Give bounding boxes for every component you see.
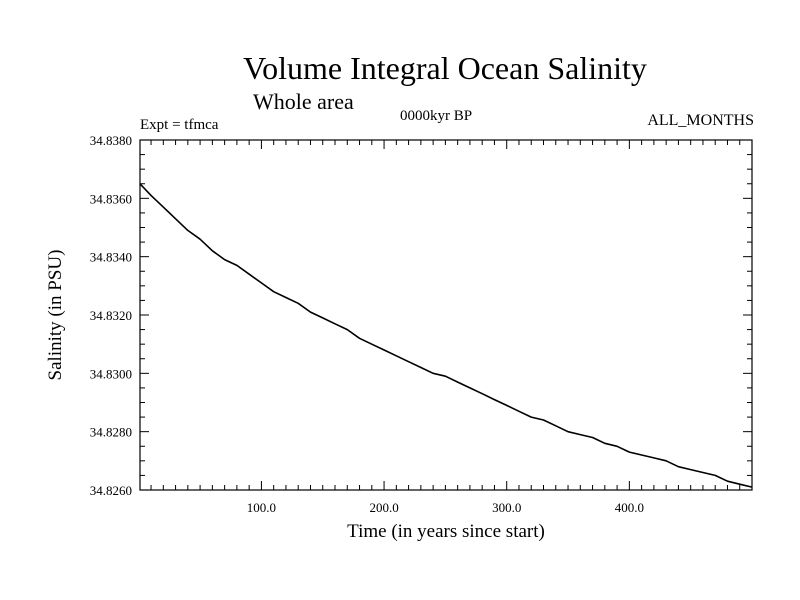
y-tick-label: 34.8340 xyxy=(90,250,132,265)
x-tick-label: 100.0 xyxy=(247,500,276,515)
y-tick-label: 34.8380 xyxy=(90,133,132,148)
plot-frame xyxy=(139,139,753,491)
ticks-layer xyxy=(140,140,752,490)
y-axis-title: Salinity (in PSU) xyxy=(45,250,66,381)
experiment-label: Expt = tfmca xyxy=(140,117,219,133)
x-tick-label: 400.0 xyxy=(615,500,644,515)
y-tick-label: 34.8260 xyxy=(90,483,132,498)
tick-labels-layer: 100.0 200.0 300.0 400.0 34.8260 34.8280 34.830… xyxy=(90,133,644,515)
y-tick-label: 34.8300 xyxy=(90,366,132,381)
chart-title: Volume Integral Ocean Salinity xyxy=(243,50,647,86)
chart-subtitle: Whole area xyxy=(253,89,354,114)
y-tick-label: 34.8320 xyxy=(90,308,132,323)
x-tick-label: 300.0 xyxy=(492,500,521,515)
salinity-series-line xyxy=(139,183,753,488)
period-label: 0000kyr BP xyxy=(400,108,473,124)
x-tick-label: 200.0 xyxy=(369,500,398,515)
x-axis-title: Time (in years since start) xyxy=(347,521,545,542)
y-tick-label: 34.8360 xyxy=(90,191,132,206)
y-tick-label: 34.8280 xyxy=(90,425,132,440)
months-label: ALL_MONTHS xyxy=(647,112,754,129)
